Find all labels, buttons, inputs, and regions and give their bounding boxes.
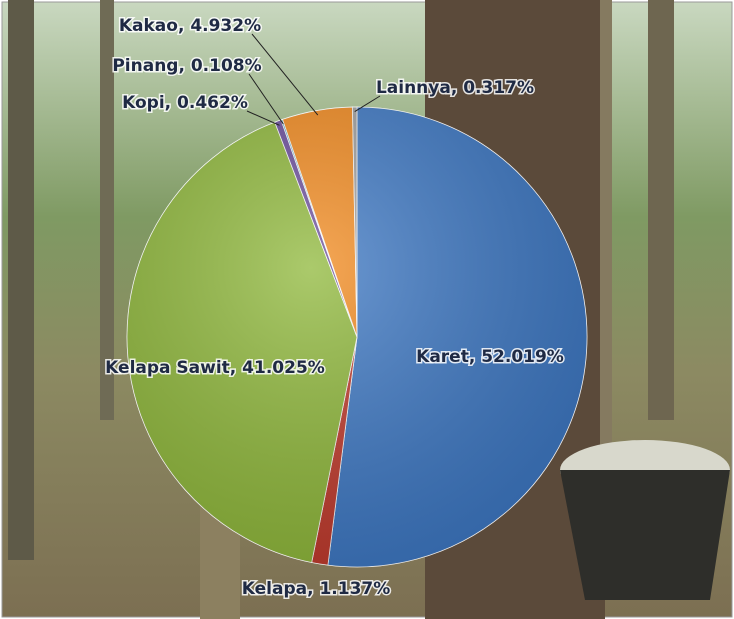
data-label: Kopi, 0.462%	[122, 93, 248, 113]
labels: Karet, 52.019% Kelapa, 1.137% Kelapa Sawit…	[104, 15, 566, 601]
data-label: Lainnya, 0.317%	[376, 78, 534, 98]
leader-line	[248, 73, 284, 125]
data-label: Pinang, 0.108%	[112, 56, 261, 76]
pie	[126, 106, 588, 568]
data-label: Kakao, 4.932%	[119, 16, 261, 36]
leader-line	[251, 33, 319, 116]
data-label: Kelapa Sawit, 41.025%	[105, 358, 325, 378]
leader-line	[246, 110, 280, 126]
data-label: Kelapa, 1.137%	[242, 579, 391, 599]
data-label: Karet, 52.019%	[416, 347, 564, 367]
leader-line	[354, 95, 381, 113]
